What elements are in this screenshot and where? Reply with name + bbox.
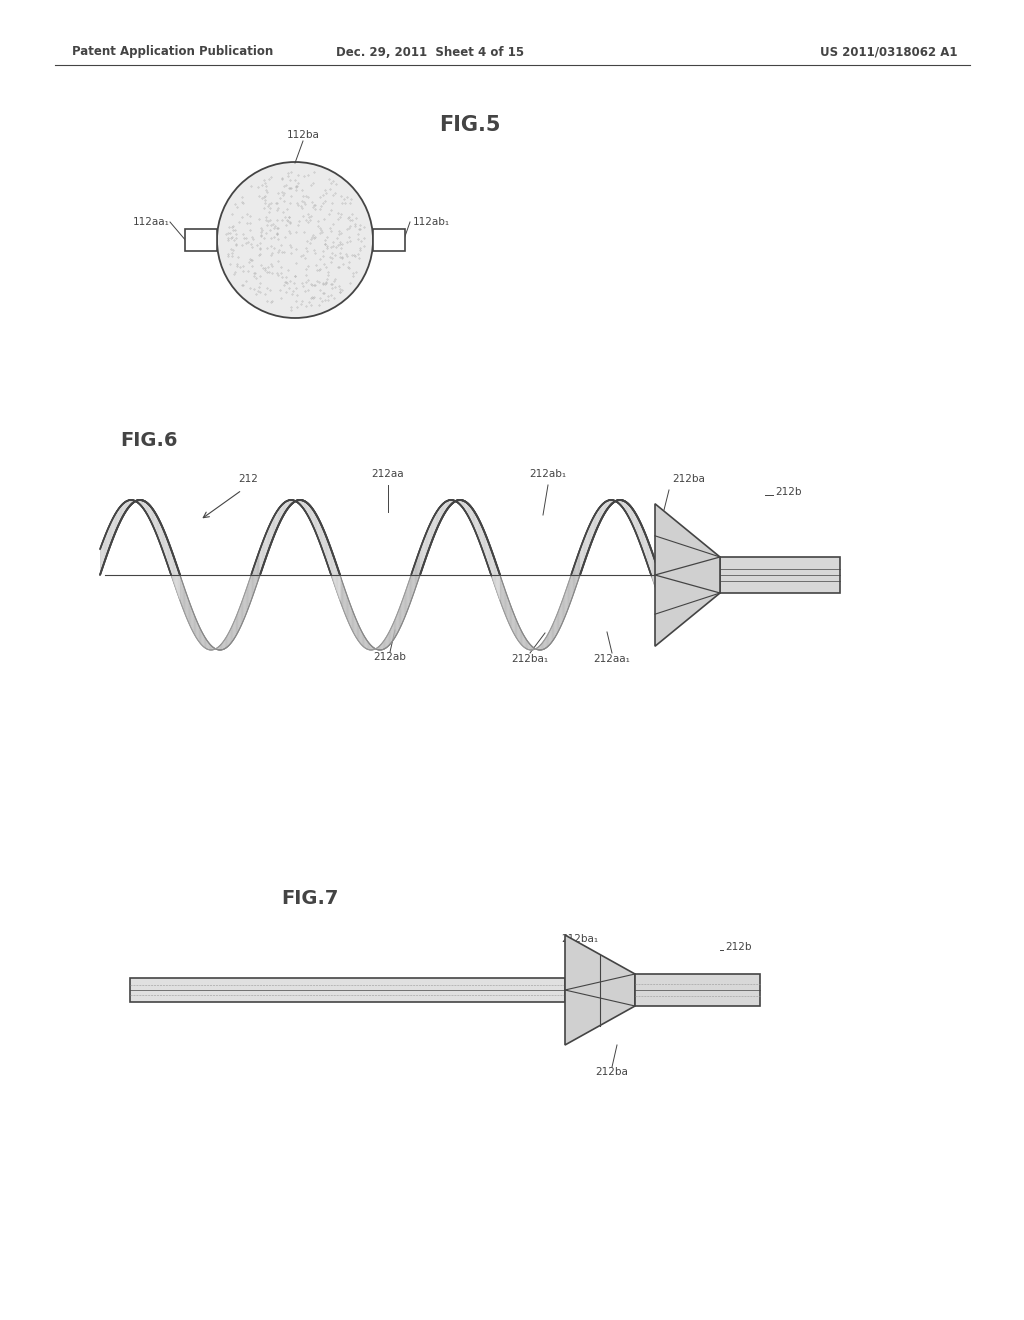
Text: Dec. 29, 2011  Sheet 4 of 15: Dec. 29, 2011 Sheet 4 of 15	[336, 45, 524, 58]
Bar	[185, 228, 217, 251]
Text: 212b: 212b	[725, 942, 752, 952]
Text: US 2011/0318062 A1: US 2011/0318062 A1	[820, 45, 957, 58]
Text: FIG.6: FIG.6	[120, 430, 177, 450]
Text: Patent Application Publication: Patent Application Publication	[72, 45, 273, 58]
Bar	[635, 974, 760, 1006]
Text: 212b: 212b	[775, 487, 802, 498]
Text: 212ab: 212ab	[374, 652, 407, 663]
Bar	[720, 557, 840, 593]
Text: FIG.5: FIG.5	[439, 115, 501, 135]
Polygon shape	[565, 935, 635, 1045]
Text: 212aa: 212aa	[372, 469, 404, 479]
Text: 112ab₁: 112ab₁	[413, 216, 451, 227]
Text: 212ba: 212ba	[672, 474, 705, 484]
Text: 212ba: 212ba	[596, 1067, 629, 1077]
Polygon shape	[655, 504, 720, 647]
Text: 112ba: 112ba	[287, 129, 319, 140]
Text: FIG.7: FIG.7	[282, 888, 339, 908]
Text: 212ba₁: 212ba₁	[511, 653, 549, 664]
Text: 212ab₁: 212ab₁	[529, 469, 566, 479]
Text: 212: 212	[238, 474, 258, 484]
Bar	[373, 228, 406, 251]
Text: 212aa₁: 212aa₁	[594, 653, 631, 664]
Text: 212ba₁: 212ba₁	[561, 935, 599, 944]
Ellipse shape	[217, 162, 373, 318]
Text: 112aa₁: 112aa₁	[133, 216, 170, 227]
Bar	[130, 978, 565, 1002]
